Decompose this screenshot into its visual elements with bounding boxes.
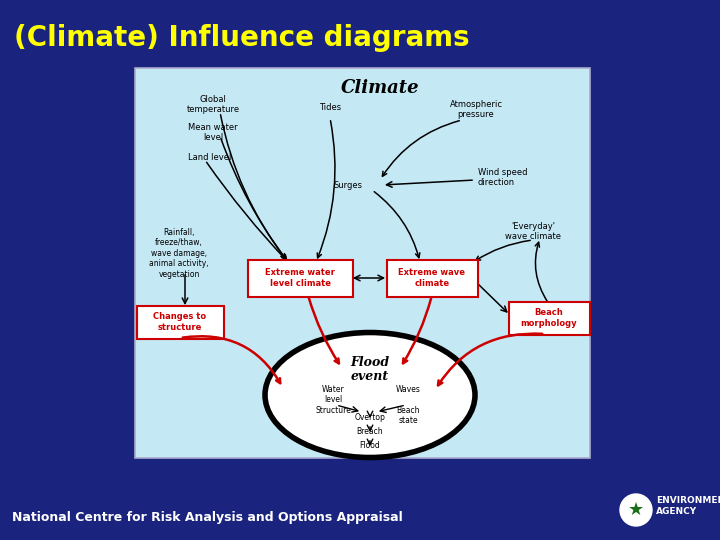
FancyArrowPatch shape <box>318 121 335 258</box>
Text: Climate: Climate <box>341 79 419 97</box>
Text: Atmospheric
pressure: Atmospheric pressure <box>449 100 503 119</box>
FancyArrowPatch shape <box>374 192 420 258</box>
Text: Global
temperature: Global temperature <box>186 95 240 114</box>
FancyArrowPatch shape <box>207 163 287 261</box>
FancyBboxPatch shape <box>387 260 477 296</box>
Text: Breach: Breach <box>356 428 383 436</box>
Text: Wind speed
direction: Wind speed direction <box>478 168 528 187</box>
Text: Extreme wave
climate: Extreme wave climate <box>398 268 466 288</box>
Text: 'Everyday'
wave climate: 'Everyday' wave climate <box>505 222 561 241</box>
FancyArrowPatch shape <box>220 114 285 259</box>
Bar <box>135 68 590 458</box>
FancyBboxPatch shape <box>508 301 590 334</box>
FancyArrowPatch shape <box>476 240 530 260</box>
FancyArrowPatch shape <box>382 121 459 176</box>
Text: Surges: Surges <box>334 180 363 190</box>
FancyBboxPatch shape <box>137 306 223 339</box>
Text: Beach
morphology: Beach morphology <box>521 308 577 328</box>
Text: (Climate) Influence diagrams: (Climate) Influence diagrams <box>14 24 469 52</box>
FancyBboxPatch shape <box>248 260 353 296</box>
FancyArrowPatch shape <box>438 334 542 386</box>
Text: Mean water
level: Mean water level <box>188 123 238 143</box>
Text: Flood: Flood <box>359 442 380 450</box>
Circle shape <box>620 494 652 526</box>
Text: Extreme water
level climate: Extreme water level climate <box>265 268 335 288</box>
Text: Changes to
structure: Changes to structure <box>153 312 207 332</box>
Text: Land level: Land level <box>188 153 231 163</box>
Text: Overtop: Overtop <box>354 414 385 422</box>
Text: Flood: Flood <box>351 356 390 369</box>
Text: ENVIRONMENT
AGENCY: ENVIRONMENT AGENCY <box>656 496 720 516</box>
FancyArrowPatch shape <box>403 298 431 363</box>
Ellipse shape <box>265 333 475 457</box>
Text: ★: ★ <box>628 501 644 519</box>
FancyArrowPatch shape <box>535 242 547 302</box>
Text: Waves

Beach
state: Waves Beach state <box>395 385 420 425</box>
FancyArrowPatch shape <box>221 139 287 259</box>
FancyArrowPatch shape <box>309 298 339 363</box>
Text: Water
level
Structure: Water level Structure <box>315 385 351 415</box>
Text: Rainfall,
freeze/thaw,
wave damage,
animal activity,
vegetation: Rainfall, freeze/thaw, wave damage, anim… <box>149 228 209 279</box>
FancyArrowPatch shape <box>183 336 280 383</box>
Text: Tides: Tides <box>319 104 341 112</box>
Text: event: event <box>351 370 389 383</box>
Text: National Centre for Risk Analysis and Options Appraisal: National Centre for Risk Analysis and Op… <box>12 511 402 524</box>
